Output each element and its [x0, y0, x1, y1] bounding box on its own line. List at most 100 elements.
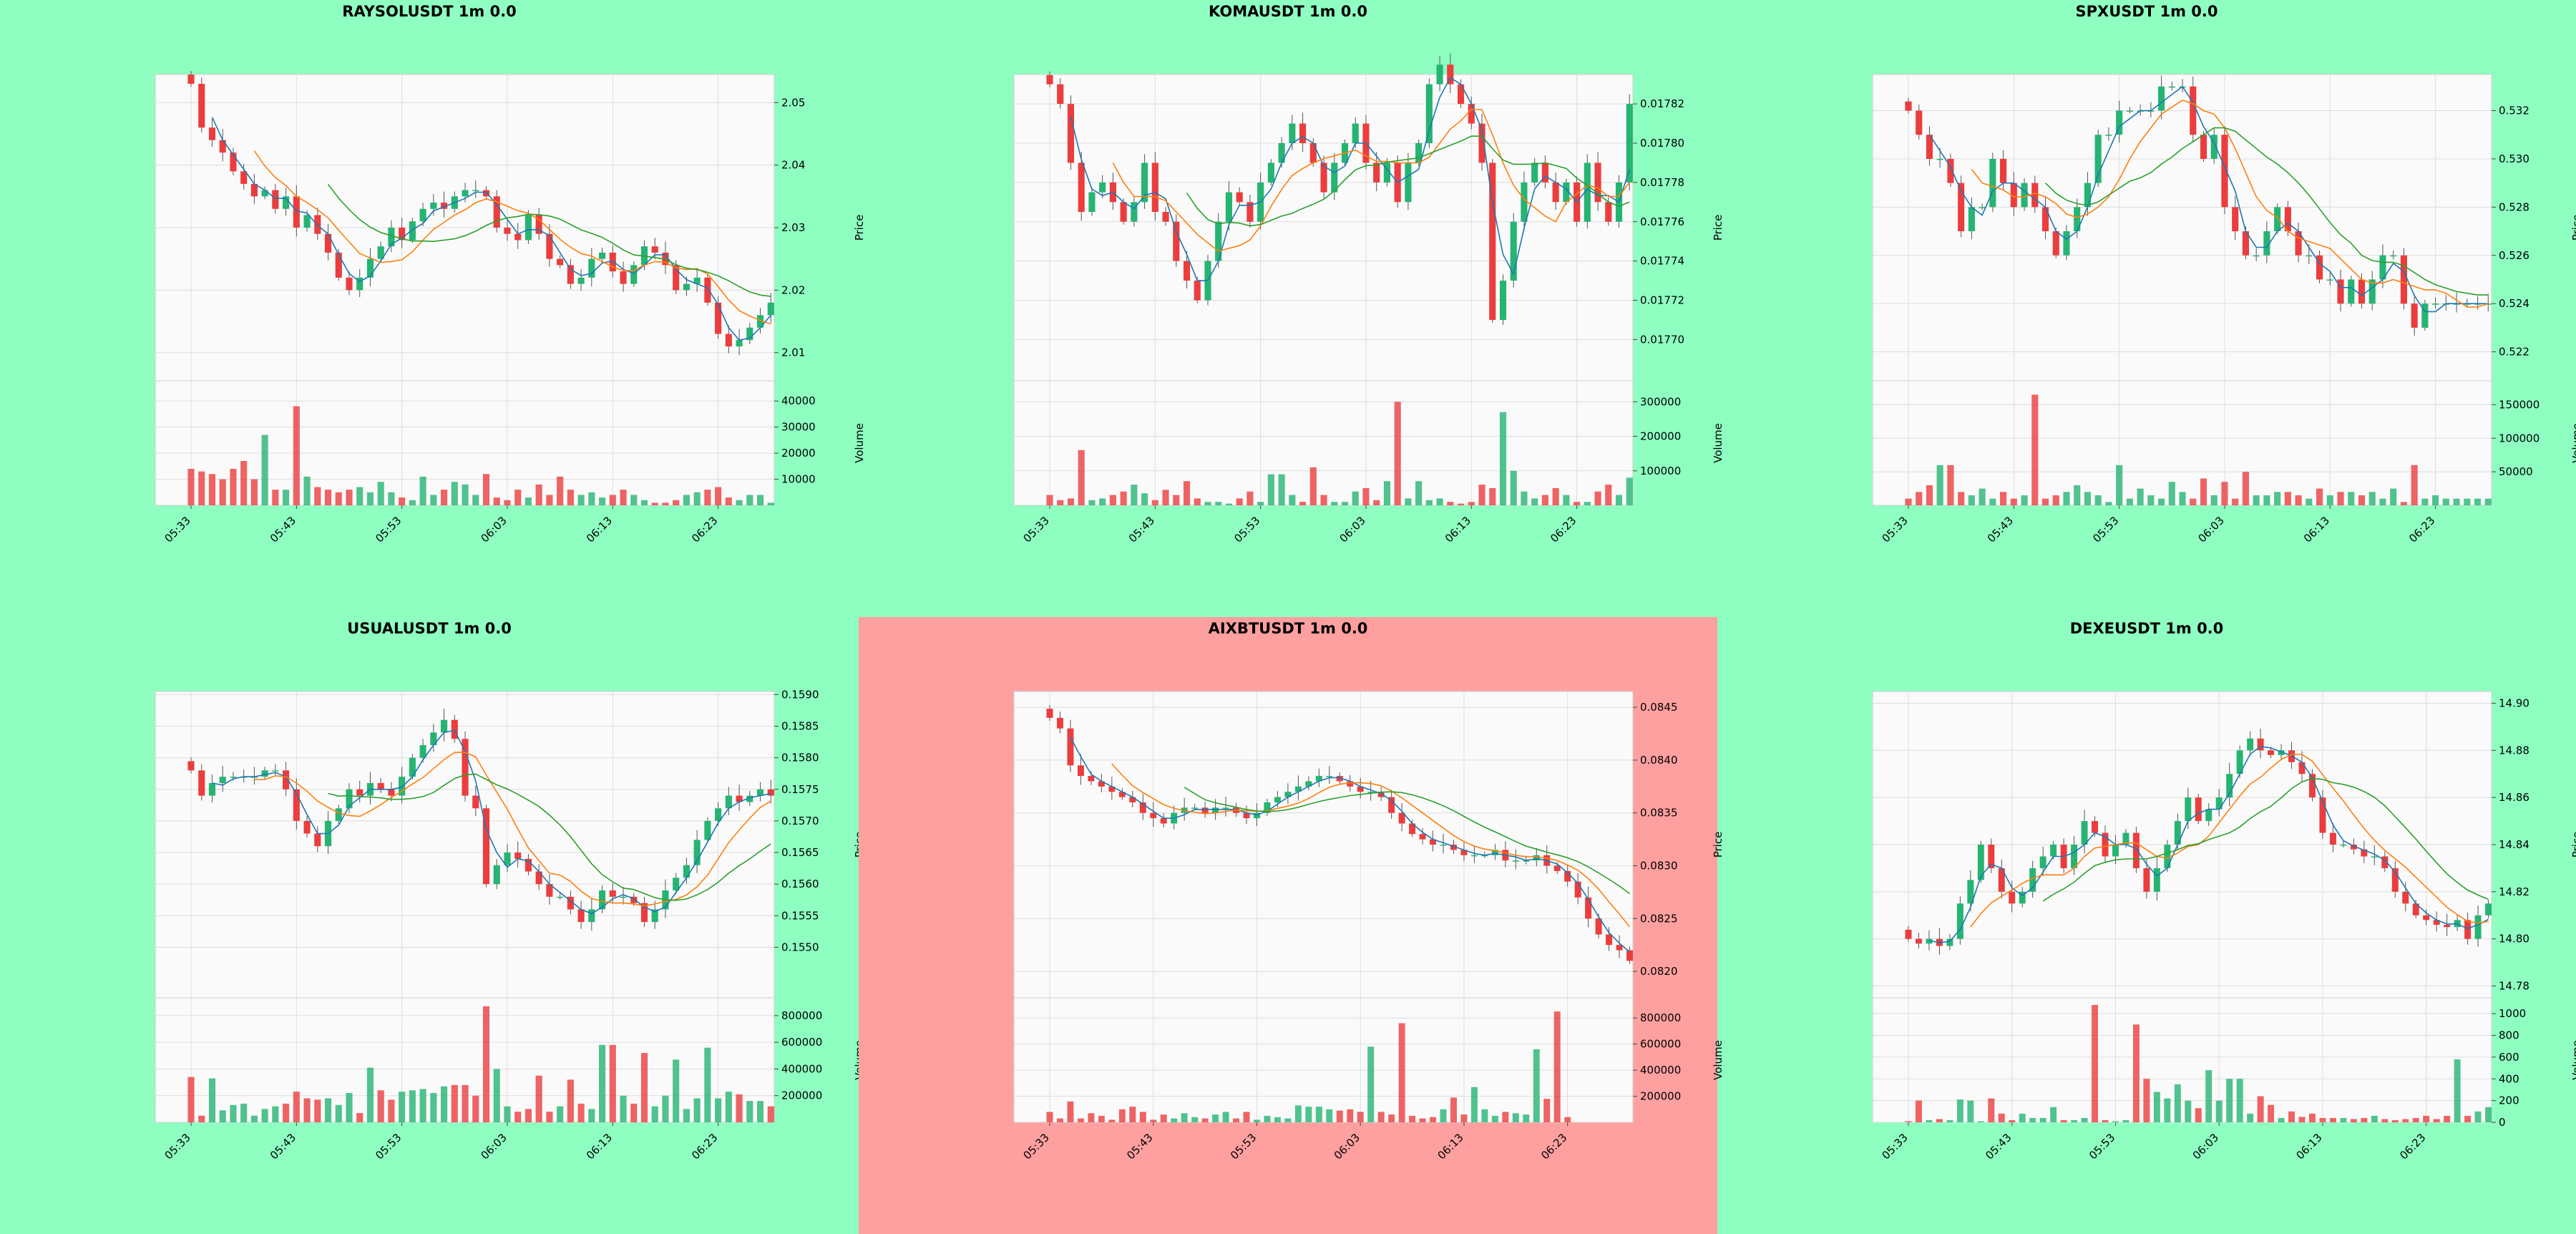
volume-bar	[1215, 502, 1222, 505]
x-tick-label: 05:33	[1880, 514, 1911, 545]
candle-body	[1118, 792, 1126, 797]
candle-body	[2278, 750, 2285, 755]
chart-cell: USUALUSDT 1m 0.0 05:33 05:43 05:53 06:03 06:1…	[0, 617, 866, 1234]
candle-body	[1191, 807, 1199, 809]
price-tick-label: 2.05	[781, 96, 805, 109]
candle-body	[1926, 135, 1933, 159]
volume-tick-label: 1000	[2499, 1007, 2526, 1020]
chart-title: RAYSOLUSDT 1m 0.0	[342, 3, 517, 20]
volume-bar	[1108, 1119, 1116, 1122]
volume-bar	[1129, 1107, 1136, 1122]
volume-bar	[1315, 1107, 1322, 1122]
candle-body	[1077, 765, 1084, 777]
candle-body	[557, 258, 564, 266]
ma-slow-line	[2044, 127, 2489, 296]
volume-bar	[2041, 498, 2049, 505]
volume-bar	[673, 500, 680, 505]
candle-body	[1236, 192, 1243, 203]
volume-bar	[1099, 498, 1106, 505]
candle-body	[651, 246, 658, 253]
candle-body	[2316, 255, 2323, 280]
candle-body	[2116, 110, 2123, 135]
volume-bar	[419, 1089, 426, 1122]
x-tick-label: 05:33	[1880, 1131, 1911, 1162]
ma-slow-line	[327, 184, 771, 297]
candle-body	[1253, 812, 1260, 819]
candle-body	[2232, 207, 2239, 232]
volume-bar	[230, 1104, 237, 1122]
volume-bar	[377, 482, 384, 505]
candle-body	[482, 190, 490, 197]
candle-body	[1998, 868, 2005, 892]
volume-bar	[283, 1103, 290, 1122]
volume-bar	[219, 1110, 226, 1122]
volume-bar	[451, 1084, 458, 1122]
price-tick-label: 14.80	[2499, 933, 2529, 946]
ma-fast-line	[1928, 745, 2489, 944]
volume-bar	[388, 492, 395, 505]
candle-body	[208, 127, 216, 140]
candle-body	[2329, 832, 2336, 845]
candle-body	[2094, 135, 2102, 183]
candle-body	[1563, 182, 1570, 203]
candle-body	[640, 903, 648, 923]
candle-body	[366, 258, 374, 278]
candle-body	[230, 152, 237, 172]
candle-body	[1626, 950, 1634, 961]
candle-body	[451, 719, 458, 739]
candle-body	[2361, 849, 2368, 857]
candle-body	[419, 745, 426, 758]
volume-bar	[1233, 1118, 1240, 1122]
candle-body	[1078, 162, 1085, 213]
candle-body	[1533, 855, 1540, 861]
ma-fast-line	[212, 729, 771, 915]
volume-bar	[441, 490, 448, 505]
candle-body	[1405, 162, 1412, 203]
candle-body	[1510, 221, 1517, 281]
candle-body	[2326, 279, 2333, 281]
volume-bar	[1977, 1121, 1984, 1122]
candle-body	[2102, 832, 2109, 857]
candle-body	[1067, 104, 1075, 163]
candle-body	[283, 770, 290, 790]
candle-body	[1299, 123, 1307, 144]
x-tick-label: 05:43	[1124, 1131, 1155, 1162]
volume-bar	[1257, 502, 1264, 505]
candle-body	[525, 858, 532, 872]
price-tick-label: 2.03	[781, 221, 805, 234]
x-tick-label: 05:43	[1985, 514, 2016, 545]
volume-bar	[1394, 402, 1401, 505]
price-tick-label: 14.90	[2499, 696, 2529, 709]
volume-bar	[2444, 1115, 2451, 1122]
volume-bar	[1141, 493, 1148, 505]
candle-body	[462, 739, 469, 796]
candle-body	[409, 757, 416, 777]
candle-body	[1968, 207, 1975, 232]
candle-body	[2400, 255, 2407, 304]
volume-bar	[1967, 1100, 1974, 1122]
volume-bar	[1056, 1118, 1063, 1122]
volume-bar	[272, 1106, 279, 1122]
candle-body	[693, 840, 701, 865]
candle-body	[567, 896, 574, 910]
volume-bar	[2195, 1108, 2202, 1122]
candle-body	[514, 233, 522, 241]
volume-bar	[2278, 1117, 2285, 1122]
ma-mid-line	[253, 150, 771, 325]
volume-bar	[2288, 1111, 2296, 1122]
candle-body	[2381, 856, 2389, 868]
volume-bar	[1388, 1114, 1395, 1122]
volume-bar	[1489, 487, 1496, 505]
x-tick-label: 05:33	[1021, 514, 1052, 545]
volume-tick-label: 100000	[2499, 432, 2540, 444]
x-tick-label: 06:03	[1332, 1131, 1362, 1162]
volume-bar	[2074, 485, 2081, 505]
volume-bar	[2105, 502, 2112, 505]
candle-body	[525, 215, 532, 241]
candle-body	[1088, 776, 1095, 782]
candle-body	[2308, 774, 2316, 798]
candle-body	[2210, 135, 2218, 159]
volume-tick-label: 20000	[781, 447, 816, 460]
volume-bar	[767, 502, 774, 505]
candle-body	[535, 215, 542, 234]
